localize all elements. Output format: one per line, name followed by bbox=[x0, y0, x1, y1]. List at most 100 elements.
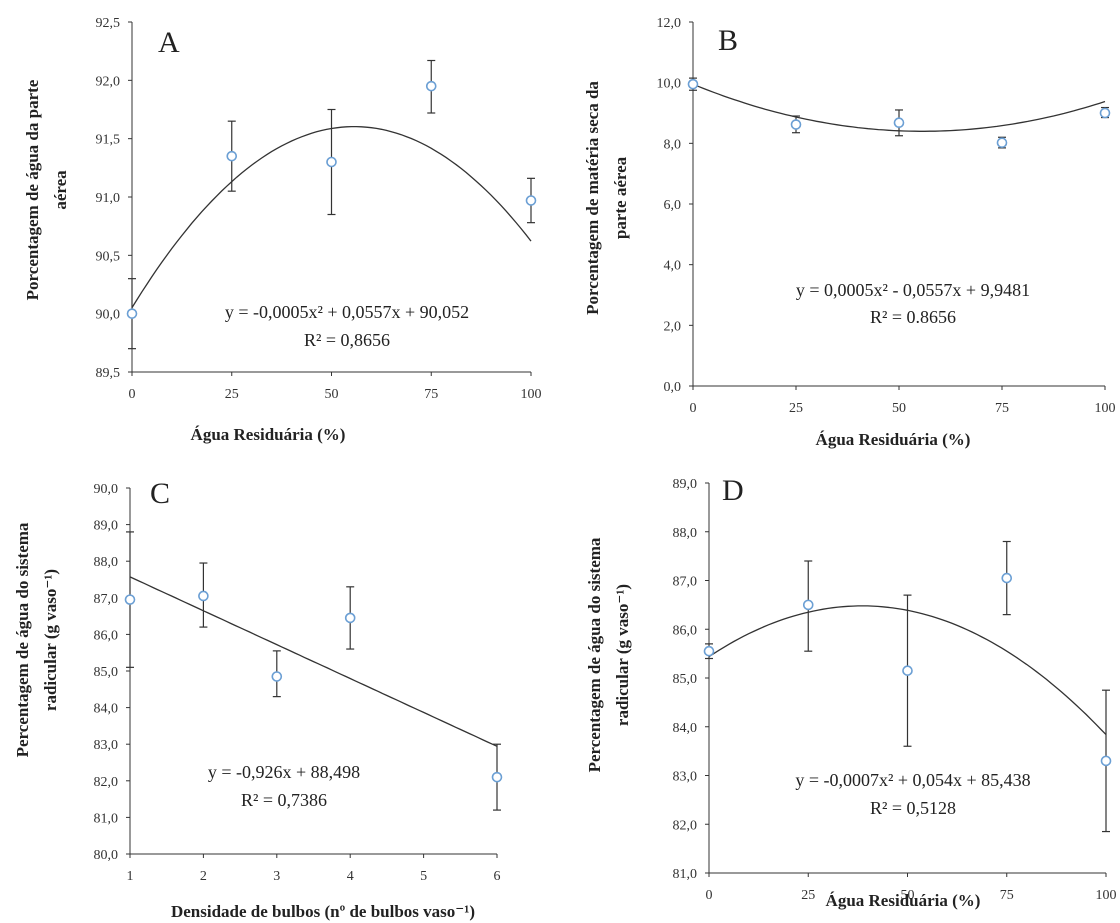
data-point bbox=[198, 590, 209, 602]
x-tick-label: 6 bbox=[494, 869, 501, 884]
trend-equation: y = -0,926x + 88,498 bbox=[208, 762, 360, 782]
data-point bbox=[802, 599, 814, 611]
data-point bbox=[326, 156, 337, 168]
panel-letter: C bbox=[150, 477, 170, 510]
y-tick-label: 81,0 bbox=[673, 867, 698, 882]
y-tick-label: 91,5 bbox=[96, 133, 121, 148]
r-squared: R² = 0,5128 bbox=[870, 798, 956, 818]
y-axis-label: Percentagem de água do sistema radicular … bbox=[585, 537, 632, 772]
y-tick-label: 83,0 bbox=[94, 738, 119, 753]
y-axis-label-line: Percentagem de água do sistema bbox=[13, 522, 32, 757]
trend-line bbox=[129, 576, 498, 747]
x-tick-label: 75 bbox=[424, 387, 438, 402]
data-point bbox=[1100, 755, 1112, 767]
y-axis-label: Porcentagem de água da parte aérea bbox=[23, 79, 70, 300]
x-axis-label: Água Residuária (%) bbox=[191, 425, 346, 444]
r-squared: R² = 0,8656 bbox=[304, 330, 390, 350]
data-point bbox=[491, 771, 503, 783]
x-axis-label: Água Residuária (%) bbox=[826, 891, 981, 910]
y-tick-label: 82,0 bbox=[94, 775, 119, 790]
data-point bbox=[226, 150, 238, 162]
y-tick-label: 84,0 bbox=[94, 702, 119, 717]
y-axis-label: Porcentagem de matéria seca da parte aére… bbox=[583, 81, 630, 315]
y-tick-label: 92,0 bbox=[96, 74, 121, 89]
y-tick-label: 92,5 bbox=[96, 16, 121, 31]
r-squared: R² = 0.8656 bbox=[870, 307, 956, 327]
y-tick-label: 12,0 bbox=[657, 16, 682, 31]
data-point bbox=[425, 80, 437, 92]
y-tick-label: 87,0 bbox=[94, 592, 119, 607]
chart-panel-c: 80,0 81,0 82,0 83,0 84,0 85,0 86,0 87,0 88,0 89,0… bbox=[13, 477, 503, 921]
data-point bbox=[893, 117, 905, 129]
data-point bbox=[790, 119, 802, 130]
trend-equation: y = -0,0007x² + 0,054x + 85,438 bbox=[795, 770, 1030, 790]
x-tick-label: 50 bbox=[325, 387, 339, 402]
x-tick-label: 3 bbox=[273, 869, 280, 884]
chart-panels: 89,590,090,591,091,592,092,50 25 50 75 100Ay… bbox=[13, 16, 1117, 921]
data-point bbox=[124, 594, 136, 605]
x-tick-label: 1 bbox=[127, 869, 134, 884]
x-tick-label: 4 bbox=[347, 869, 354, 884]
y-tick-label: 83,0 bbox=[673, 770, 698, 785]
y-tick-label: 90,5 bbox=[96, 249, 121, 264]
y-tick-label: 80,0 bbox=[94, 848, 119, 863]
chart-panel-a: 89,5 90,0 90,5 91,0 91,5 92,0 92,5 0 25 50 75 100 Ay… bbox=[23, 16, 542, 444]
chart-panel-b: 0,0 2,0 4,0 6,0 8,0 10,0 12,0 0 25 50 75 100 By = 0,… bbox=[583, 16, 1116, 449]
x-tick-label: 5 bbox=[420, 869, 427, 884]
y-axis-label-line: aérea bbox=[51, 170, 70, 210]
x-axis-label: Densidade de bulbos (nº de bulbos vaso⁻¹… bbox=[171, 902, 475, 921]
y-tick-label: 10,0 bbox=[657, 77, 682, 92]
y-tick-label: 89,0 bbox=[94, 519, 119, 534]
y-axis-label-line: radicular (g vaso⁻¹) bbox=[41, 569, 60, 711]
x-tick-label: 0 bbox=[706, 888, 713, 903]
x-tick-label: 100 bbox=[521, 387, 542, 402]
x-axis-label: Água Residuária (%) bbox=[816, 430, 971, 449]
y-tick-label: 88,0 bbox=[94, 555, 119, 570]
y-tick-label: 86,0 bbox=[673, 623, 698, 638]
data-point bbox=[996, 137, 1008, 149]
x-tick-label: 2 bbox=[200, 869, 207, 884]
y-tick-label: 88,0 bbox=[673, 526, 698, 541]
data-point bbox=[271, 671, 283, 682]
y-axis-label-line: radicular (g vaso⁻¹) bbox=[613, 584, 632, 726]
x-tick-label: 100 bbox=[1095, 401, 1116, 416]
data-point bbox=[902, 665, 913, 676]
y-tick-label: 86,0 bbox=[94, 628, 119, 643]
y-tick-label: 81,0 bbox=[94, 811, 119, 826]
y-tick-label: 4,0 bbox=[664, 259, 682, 274]
y-tick-label: 90,0 bbox=[96, 308, 121, 323]
x-tick-label: 50 bbox=[901, 888, 915, 903]
y-tick-label: 84,0 bbox=[673, 721, 698, 736]
trend-equation: y = 0,0005x² - 0,0557x + 9,9481 bbox=[796, 280, 1030, 300]
data-point bbox=[525, 195, 537, 206]
trend-equation: y = -0,0005x² + 0,0557x + 90,052 bbox=[225, 302, 469, 322]
data-point bbox=[1099, 107, 1111, 119]
data-point bbox=[126, 308, 138, 319]
chart-panel-d: 81,0 82,0 83,0 84,0 85,0 86,0 87,0 88,0 89,0 0 25 5… bbox=[585, 474, 1117, 910]
y-axis-label-line: Porcentagem de matéria seca da bbox=[583, 81, 602, 315]
y-tick-label: 82,0 bbox=[673, 818, 698, 833]
y-tick-label: 8,0 bbox=[664, 137, 682, 152]
x-tick-label: 25 bbox=[801, 888, 815, 903]
y-tick-label: 91,0 bbox=[96, 191, 121, 206]
x-tick-label: 25 bbox=[789, 401, 803, 416]
y-axis-label-line: Percentagem de água do sistema bbox=[585, 537, 604, 772]
data-point bbox=[1001, 572, 1013, 584]
y-axis-label-line: parte aérea bbox=[611, 156, 630, 239]
y-tick-label: 90,0 bbox=[94, 482, 119, 497]
panel-letter: D bbox=[722, 474, 744, 507]
y-tick-label: 85,0 bbox=[94, 665, 119, 680]
panel-letter: B bbox=[718, 24, 738, 57]
y-tick-label: 0,0 bbox=[664, 380, 682, 395]
data-point bbox=[687, 78, 699, 90]
x-tick-label: 75 bbox=[1000, 888, 1014, 903]
y-axis-label-line: Porcentagem de água da parte bbox=[23, 79, 42, 300]
x-tick-label: 75 bbox=[995, 401, 1009, 416]
x-tick-label: 0 bbox=[129, 387, 136, 402]
y-tick-label: 89,0 bbox=[673, 477, 698, 492]
panel-letter: A bbox=[158, 26, 180, 59]
data-point bbox=[703, 645, 715, 657]
x-tick-label: 50 bbox=[892, 401, 906, 416]
x-tick-label: 100 bbox=[1096, 888, 1117, 903]
